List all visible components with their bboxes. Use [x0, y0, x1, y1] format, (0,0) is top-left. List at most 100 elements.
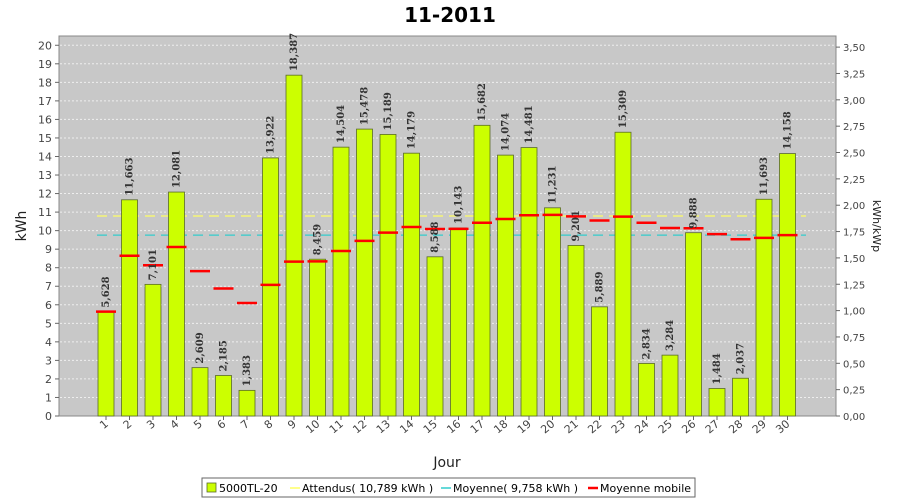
y-tick-label: 19 — [38, 58, 52, 71]
y-tick-label: 1 — [45, 391, 52, 404]
y2-tick-label: 3,00 — [843, 96, 865, 107]
y2-tick-label: 1,50 — [843, 254, 865, 265]
bar — [309, 258, 326, 417]
y2-tick-label: 3,25 — [843, 69, 865, 80]
data-label: 2,834 — [642, 328, 653, 359]
bar — [121, 199, 138, 417]
x-tick-label: 20 — [538, 417, 557, 436]
x-tick-label: 16 — [444, 417, 463, 436]
bar — [403, 152, 420, 417]
data-label: 14,504 — [336, 105, 347, 143]
x-tick-label: 10 — [303, 417, 322, 436]
data-label: 14,179 — [407, 111, 418, 149]
data-label: 11,663 — [125, 157, 136, 195]
bar — [708, 388, 726, 417]
x-axis-ticks: 1 2 3 4 5 6 7 8 9 10 11 12 13 14 15 16 17 18 19 20 21 22 23 24 2… — [97, 416, 792, 436]
y2-tick-label: 2,75 — [843, 122, 865, 133]
y-tick-label: 12 — [38, 188, 52, 201]
x-tick-label: 22 — [585, 417, 604, 436]
bar — [732, 377, 749, 417]
y2-tick-label: 0,00 — [843, 412, 865, 423]
data-label: 18,387 — [289, 33, 300, 71]
legend-entry: Moyenne( 9,758 kWh ) — [453, 482, 578, 495]
legend-entry: Attendus( 10,789 kWh ) — [302, 482, 433, 495]
bar — [238, 389, 256, 417]
y2-tick-label: 0,50 — [843, 359, 865, 370]
data-label: 11,231 — [548, 166, 559, 204]
data-label: 5,889 — [595, 271, 606, 302]
bar — [685, 232, 702, 417]
y-tick-label: 2 — [45, 373, 52, 386]
bar — [497, 154, 514, 417]
data-label: 14,481 — [524, 105, 535, 143]
x-tick-label: 29 — [750, 417, 769, 436]
y-tick-label: 16 — [38, 113, 52, 126]
data-label: 14,158 — [783, 111, 794, 149]
x-tick-label: 19 — [515, 417, 534, 436]
bar — [544, 207, 561, 417]
x-tick-label: 8 — [262, 417, 276, 431]
data-label: 7,101 — [148, 249, 159, 280]
y-tick-label: 15 — [38, 132, 52, 145]
x-tick-label: 9 — [285, 417, 299, 431]
bar — [215, 375, 232, 417]
y2-tick-label: 1,25 — [843, 280, 865, 291]
y-tick-label: 20 — [38, 39, 52, 52]
bar — [356, 128, 373, 417]
bar — [285, 74, 303, 417]
y-tick-label: 10 — [38, 225, 52, 238]
legend-swatch — [206, 482, 217, 493]
bar — [591, 306, 608, 417]
x-tick-label: 15 — [421, 417, 440, 436]
chart-title: 11-2011 — [404, 3, 496, 27]
x-tick-label: 26 — [679, 417, 698, 436]
data-labels: 5,628 11,663 7,101 12,081 2,609 2,185 1,383 13,… — [101, 33, 794, 387]
y2-tick-label: 0,75 — [843, 333, 865, 344]
data-label: 2,037 — [736, 343, 747, 374]
x-tick-label: 18 — [491, 417, 510, 436]
y-tick-label: 4 — [45, 336, 52, 349]
bar — [426, 256, 444, 417]
legend-entry: Moyenne mobile — [600, 482, 691, 495]
x-tick-label: 23 — [609, 417, 628, 436]
y2-tick-label: 0,25 — [843, 386, 865, 397]
x-axis-label: Jour — [432, 455, 461, 471]
bar — [97, 311, 115, 417]
y-tick-label: 6 — [45, 299, 52, 312]
y2-tick-label: 2,25 — [843, 175, 865, 186]
bar — [779, 153, 796, 417]
data-label: 12,081 — [172, 150, 183, 188]
data-label: 10,143 — [454, 186, 465, 224]
y-tick-label: 8 — [45, 262, 52, 275]
y2-tick-label: 2,50 — [843, 149, 865, 160]
y-tick-label: 0 — [45, 410, 52, 423]
y-tick-label: 14 — [38, 150, 52, 163]
y-tick-label: 9 — [45, 243, 52, 256]
y2-axis-ticks: 0,00 0,25 0,50 0,75 1,00 1,25 1,50 1,75 2,00 2,25… — [836, 43, 865, 423]
x-tick-label: 14 — [397, 417, 416, 436]
x-tick-label: 7 — [238, 417, 252, 431]
x-tick-label: 4 — [168, 417, 182, 431]
x-tick-label: 11 — [327, 417, 346, 436]
y-tick-label: 11 — [38, 206, 52, 219]
data-label: 15,682 — [477, 83, 488, 121]
bar — [191, 367, 209, 417]
y-tick-label: 17 — [38, 95, 52, 108]
data-label: 15,478 — [360, 87, 371, 125]
data-label: 14,074 — [501, 113, 512, 151]
y-axis-label: kWh — [14, 211, 30, 242]
x-tick-label: 24 — [632, 417, 651, 436]
data-label: 9,888 — [689, 197, 700, 228]
bar — [520, 147, 538, 417]
grid — [60, 44, 835, 398]
y-tick-label: 18 — [38, 76, 52, 89]
bar — [379, 134, 397, 417]
y-tick-label: 7 — [45, 280, 52, 293]
y2-tick-label: 2,00 — [843, 201, 865, 212]
data-label: 1,484 — [712, 353, 723, 384]
bar — [755, 198, 773, 417]
y2-tick-label: 1,00 — [843, 307, 865, 318]
bar — [638, 363, 655, 417]
x-tick-label: 30 — [773, 417, 792, 436]
